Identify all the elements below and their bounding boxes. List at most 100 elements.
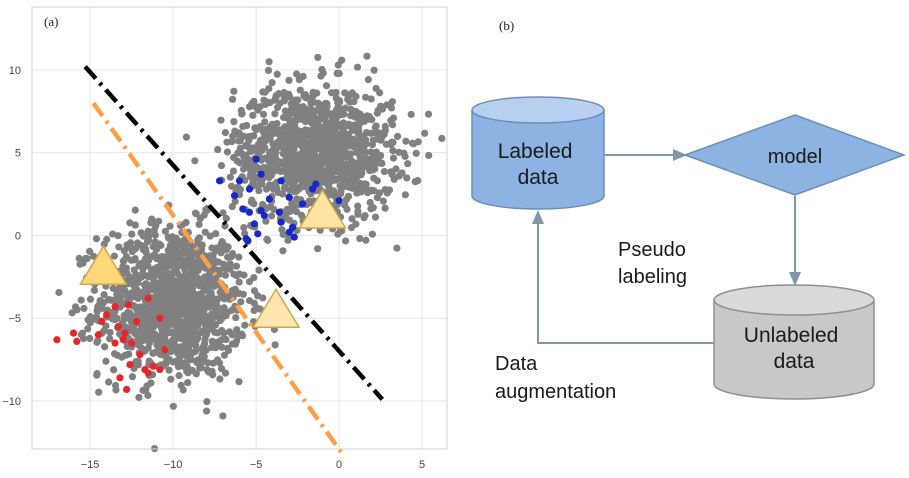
gray-point — [162, 301, 170, 309]
gray-point — [279, 247, 287, 255]
gray-point — [93, 338, 101, 346]
gray-point — [134, 359, 142, 367]
gray-point — [274, 143, 283, 151]
gray-point — [196, 290, 204, 298]
labeled-point — [53, 336, 61, 344]
gray-point — [126, 239, 135, 247]
gray-point — [256, 122, 264, 131]
gray-point — [353, 63, 362, 71]
gray-point — [249, 98, 258, 107]
gray-point — [219, 412, 227, 420]
gray-point — [183, 350, 191, 358]
gray-point — [165, 249, 173, 257]
gray-point — [259, 88, 267, 96]
gray-point — [166, 262, 174, 270]
model-diamond: model — [682, 114, 907, 196]
gray-point — [263, 235, 271, 243]
gray-point — [381, 204, 389, 212]
gray-point — [193, 358, 201, 367]
gray-point — [343, 178, 351, 186]
gray-point — [280, 94, 288, 102]
gray-point — [321, 99, 330, 108]
gray-point — [341, 201, 349, 209]
gray-point — [235, 253, 243, 261]
gray-point — [262, 217, 270, 225]
gray-point — [369, 166, 377, 174]
gray-point — [68, 309, 76, 317]
gray-point — [388, 98, 397, 106]
gray-point — [102, 357, 110, 365]
gray-point — [266, 135, 274, 143]
gray-point — [289, 160, 297, 168]
gray-point — [190, 317, 198, 325]
gray-point — [230, 118, 238, 126]
gray-point — [110, 366, 118, 374]
gray-point — [309, 168, 317, 177]
gray-point — [321, 167, 329, 175]
gray-point — [147, 379, 155, 387]
gray-point — [379, 197, 387, 205]
gray-point — [338, 227, 346, 235]
gray-point — [375, 189, 384, 197]
gray-point — [188, 245, 196, 254]
gray-point — [318, 140, 326, 148]
gray-point — [154, 343, 162, 351]
gray-point — [337, 190, 345, 198]
gray-point — [227, 252, 236, 261]
gray-point — [265, 58, 273, 66]
gray-point — [164, 321, 173, 330]
gray-point — [325, 158, 333, 167]
labeled-point — [312, 180, 320, 188]
gray-point — [175, 323, 183, 331]
gray-point — [296, 157, 304, 165]
gray-point — [289, 143, 297, 152]
gray-point — [271, 341, 279, 349]
x-tick-label: −10 — [164, 459, 183, 471]
gray-point — [110, 252, 118, 260]
labeled-point — [144, 369, 152, 377]
gray-point — [314, 53, 322, 62]
gray-point — [214, 340, 222, 348]
gray-point — [324, 183, 333, 191]
unlabeled-data-text: Unlabeled data — [744, 324, 844, 373]
labeled-point — [215, 177, 224, 185]
gray-point — [346, 98, 354, 106]
gray-point — [332, 176, 340, 184]
gray-point — [297, 211, 306, 219]
gray-point — [194, 274, 202, 282]
gray-point — [256, 165, 264, 173]
decision-lines — [83, 65, 384, 456]
gray-point — [292, 167, 300, 176]
gray-point — [220, 351, 229, 359]
gray-point — [309, 107, 317, 115]
gray-point — [268, 79, 276, 87]
gray-point — [278, 190, 287, 198]
gray-point — [262, 98, 270, 106]
gray-point — [166, 222, 174, 230]
labeled-point — [260, 211, 268, 220]
gray-point — [218, 314, 226, 322]
gray-point — [212, 247, 220, 255]
gray-point — [110, 350, 119, 358]
gray-point — [327, 89, 336, 97]
gray-point — [131, 206, 139, 214]
gray-point — [206, 269, 214, 277]
gray-point — [236, 144, 244, 152]
gray-point — [246, 173, 255, 181]
gray-point — [184, 378, 192, 387]
gray-point — [362, 236, 370, 244]
tick-labels: −15 −10 −5 0 5 10 5 0 −5 −10 — [2, 65, 425, 471]
gray-point — [213, 303, 221, 311]
gray-point — [187, 340, 195, 349]
gray-point — [229, 95, 237, 103]
gray-point — [229, 167, 238, 175]
gray-point — [312, 154, 320, 163]
gray-point — [114, 232, 122, 240]
gray-point — [299, 176, 307, 184]
gray-point — [393, 244, 401, 252]
gray-point — [288, 186, 296, 194]
labeled-point — [242, 235, 250, 243]
gray-point — [106, 335, 114, 343]
gray-point — [219, 209, 227, 217]
gray-point — [172, 259, 181, 267]
